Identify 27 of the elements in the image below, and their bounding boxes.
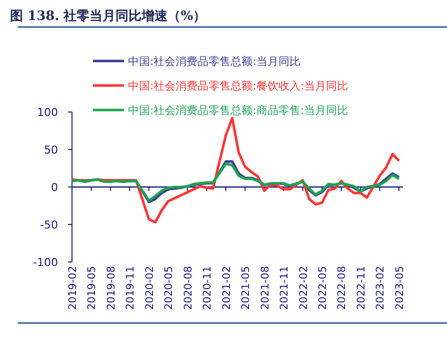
x-tick-label: 2022-05 [317, 266, 330, 310]
x-tick-label: 2023-02 [374, 266, 387, 310]
y-tick-label: -100 [33, 256, 58, 269]
x-tick-label: 2020-02 [144, 266, 156, 310]
x-tick-label: 2020-08 [182, 266, 194, 310]
x-tick-label: 2019-05 [86, 266, 98, 310]
x-tick-label: 2022-08 [336, 266, 348, 310]
x-tick-label: 2023-05 [394, 266, 406, 310]
x-tick-label: 2022-11 [355, 266, 368, 310]
x-tick-label: 2019-02 [67, 266, 79, 310]
x-tick-label: 2022-02 [298, 266, 310, 310]
x-tick-label: 2020-11 [202, 266, 214, 310]
x-tick-label: 2019-08 [105, 266, 118, 310]
legend-label: 中国:社会消费品零售总额:当月同比 [128, 55, 300, 68]
chart-title: 图 138. 社零当月同比增速（%） [10, 8, 206, 24]
legend-label: 中国:社会消费品零售总额:餐饮收入:当月同比 [128, 80, 348, 92]
x-tick-label: 2019-11 [124, 266, 137, 310]
x-tick-label: 2020-05 [163, 266, 176, 310]
y-tick-label: 0 [51, 181, 58, 194]
x-tick-label: 2021-02 [220, 266, 233, 310]
x-tick-label: 2021-08 [259, 266, 272, 310]
legend-label: 中国:社会消费品零售总额:商品零售:当月同比 [128, 104, 348, 117]
x-tick-label: 2021-05 [240, 266, 252, 310]
x-tick-label: 2021-11 [278, 266, 291, 310]
y-tick-label: 100 [37, 106, 58, 119]
y-tick-label: 50 [44, 144, 58, 156]
y-tick-label: -50 [40, 218, 58, 232]
